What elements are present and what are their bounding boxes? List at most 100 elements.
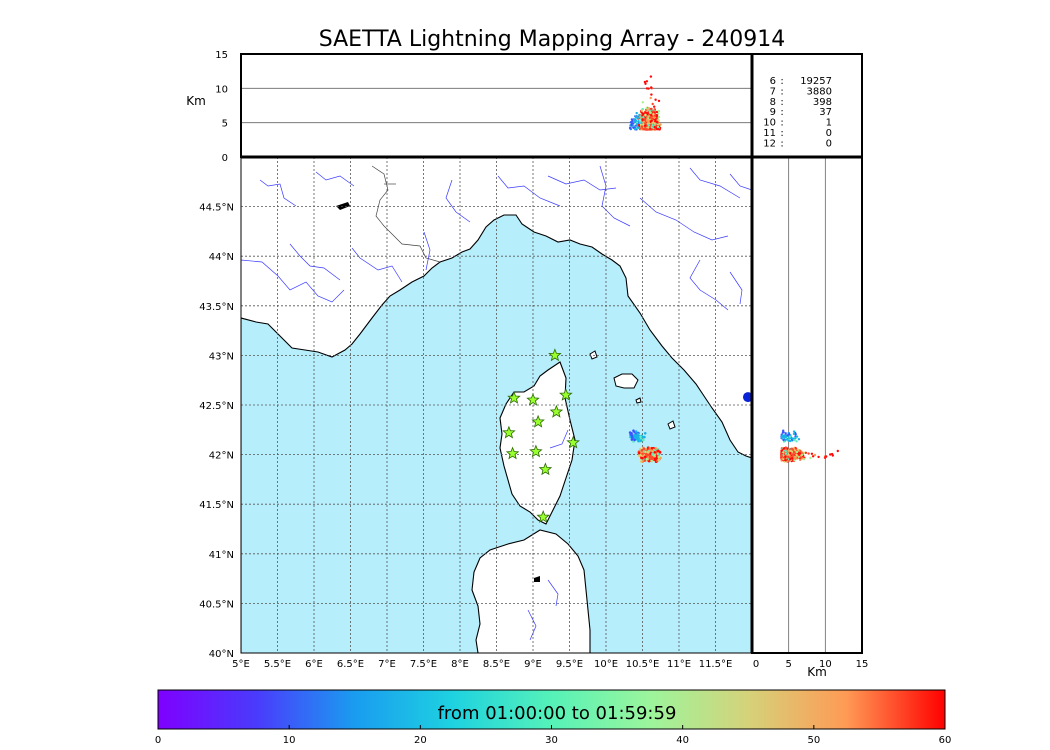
- stats-key: 8: [770, 97, 776, 108]
- source-point-altitude: [634, 119, 638, 123]
- map-x-tick-label: 10°E: [594, 659, 618, 670]
- source-point-altitude: [646, 119, 649, 123]
- source-point-side: [784, 455, 787, 459]
- source-point-side: [792, 430, 796, 433]
- side-x-label: Km: [807, 665, 827, 679]
- source-point-side: [792, 432, 796, 436]
- source-point-side: [791, 437, 795, 440]
- source-point: [645, 457, 648, 461]
- source-point-side: [782, 438, 785, 442]
- source-point-altitude: [652, 110, 655, 113]
- source-point: [657, 458, 660, 462]
- side-tick-label: 0: [753, 659, 759, 670]
- map-y-ticks: 40°N 40.5°N 41°N 41.5°N 42°N 42.5°N 43°N 43.5°N…: [199, 203, 234, 660]
- side-source-points: [780, 429, 839, 463]
- stats-colon: :: [780, 128, 783, 139]
- source-point-altitude: [651, 123, 654, 127]
- station-star: [538, 462, 553, 476]
- source-point: [636, 435, 640, 439]
- source-point: [641, 456, 644, 460]
- map-y-tick-label: 40°N: [209, 649, 234, 660]
- map-x-tick-label: 6°E: [305, 659, 323, 670]
- source-point-altitude: [641, 114, 644, 117]
- source-point-altitude: [645, 107, 648, 110]
- colorbar-tick-label: 0: [155, 735, 161, 746]
- source-point-altitude: [645, 80, 649, 83]
- stats-value: 1: [826, 118, 832, 129]
- altitude-tick-label: 5: [222, 119, 228, 130]
- source-point-side: [790, 447, 794, 450]
- map-x-tick-label: 9°E: [524, 659, 542, 670]
- source-point-altitude: [651, 126, 654, 129]
- source-point: [632, 429, 635, 433]
- stats-key: 6: [770, 76, 776, 87]
- source-point-side: [780, 449, 783, 452]
- source-point: [639, 439, 643, 442]
- source-point-altitude: [641, 101, 644, 104]
- map-y-tick-label: 42.5°N: [199, 401, 234, 412]
- source-point-side: [793, 438, 796, 442]
- source-point-altitude: [655, 115, 658, 118]
- stats-colon: :: [780, 86, 783, 97]
- source-point-altitude: [650, 93, 653, 96]
- source-point-side: [817, 455, 820, 459]
- source-point: [654, 447, 657, 450]
- source-point: [643, 432, 647, 435]
- source-point-side: [829, 453, 832, 456]
- source-point-altitude: [642, 120, 645, 124]
- source-point-side: [780, 454, 783, 457]
- side-tick-label: 15: [856, 659, 869, 670]
- map-x-tick-label: 11°E: [667, 659, 691, 670]
- source-point: [633, 435, 637, 439]
- source-point-altitude: [651, 102, 654, 106]
- source-point-altitude: [652, 112, 655, 116]
- map-x-tick-label: 8.5°E: [483, 659, 510, 670]
- source-point-altitude: [644, 113, 647, 117]
- country-borders: [371, 165, 441, 263]
- source-point-altitude: [628, 126, 632, 130]
- corsica-island: [499, 361, 576, 525]
- source-point: [643, 455, 647, 459]
- map-source-points: [628, 392, 752, 464]
- source-point: [653, 457, 657, 461]
- source-point-altitude: [657, 119, 660, 122]
- sardinia-island: [471, 529, 591, 653]
- source-point-altitude: [639, 127, 642, 130]
- source-point-altitude: [647, 124, 650, 127]
- map-x-tick-label: 8°E: [451, 659, 469, 670]
- station-star: [536, 509, 550, 523]
- source-point-altitude: [642, 116, 645, 119]
- side-gridlines: [788, 157, 826, 653]
- map-x-tick-label: 7.5°E: [410, 659, 437, 670]
- source-point-side: [811, 455, 815, 458]
- source-point: [636, 432, 640, 436]
- altitude-y-ticks: 0 5 10 15: [215, 50, 228, 164]
- source-point-side: [799, 456, 802, 459]
- station-star: [566, 435, 580, 449]
- source-point-altitude: [655, 110, 659, 114]
- source-point-side: [795, 435, 799, 438]
- source-point-altitude: [635, 111, 638, 115]
- source-point: [640, 449, 644, 452]
- stats-value: 19257: [800, 76, 832, 87]
- colorbar-tick-label: 20: [414, 735, 427, 746]
- source-point-altitude: [644, 122, 647, 125]
- map-y-tick-label: 44°N: [209, 252, 234, 263]
- altitude-source-points: [628, 75, 662, 131]
- source-point-side: [786, 447, 789, 450]
- source-point-altitude: [645, 127, 649, 131]
- source-point-altitude: [630, 124, 633, 127]
- source-point-altitude: [649, 75, 653, 78]
- source-point-altitude: [654, 98, 657, 101]
- source-point-side: [795, 440, 798, 443]
- islet: [635, 397, 642, 404]
- colorbar-tick-label: 10: [283, 735, 296, 746]
- colorbar-tick-label: 30: [545, 735, 558, 746]
- source-point-side: [807, 452, 810, 455]
- source-point-altitude: [651, 121, 654, 125]
- station-star: [526, 392, 540, 406]
- source-point-side: [786, 455, 790, 458]
- source-point-side: [789, 452, 792, 455]
- source-point: [630, 438, 634, 441]
